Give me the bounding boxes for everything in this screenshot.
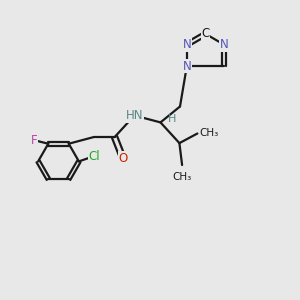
Text: N: N [182,38,191,51]
Text: CH₃: CH₃ [172,172,192,182]
Text: CH₃: CH₃ [200,128,219,139]
Text: N: N [182,60,191,73]
Text: O: O [118,152,127,165]
Text: N: N [220,38,229,51]
Text: F: F [31,134,37,147]
Text: C: C [201,27,210,40]
Text: N: N [182,38,191,51]
Text: Cl: Cl [89,149,100,163]
Text: N: N [182,60,191,73]
Text: HN: HN [126,109,143,122]
Text: N: N [220,38,229,51]
Text: H: H [168,114,176,124]
